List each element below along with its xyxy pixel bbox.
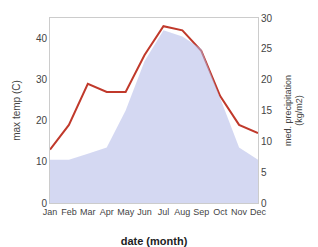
svg-text:30: 30 bbox=[36, 74, 48, 85]
svg-text:May: May bbox=[117, 207, 135, 217]
svg-text:40: 40 bbox=[36, 33, 48, 44]
svg-text:Nov: Nov bbox=[231, 207, 248, 217]
svg-text:Aug: Aug bbox=[174, 207, 190, 217]
svg-text:25: 25 bbox=[261, 43, 273, 54]
svg-text:Jun: Jun bbox=[137, 207, 152, 217]
svg-text:Jan: Jan bbox=[43, 207, 58, 217]
svg-text:20: 20 bbox=[36, 115, 48, 126]
svg-text:15: 15 bbox=[261, 105, 273, 116]
svg-text:0: 0 bbox=[261, 198, 267, 209]
svg-text:date (month): date (month) bbox=[121, 235, 188, 247]
svg-text:5: 5 bbox=[261, 167, 267, 178]
svg-text:Dec: Dec bbox=[250, 207, 267, 217]
svg-text:20: 20 bbox=[261, 74, 273, 85]
svg-text:Feb: Feb bbox=[61, 207, 77, 217]
svg-text:Mar: Mar bbox=[80, 207, 96, 217]
svg-text:0: 0 bbox=[41, 198, 47, 209]
svg-text:max temp (C): max temp (C) bbox=[11, 80, 22, 141]
svg-text:med. precipitation(kg/m2): med. precipitation(kg/m2) bbox=[283, 75, 305, 146]
svg-text:30: 30 bbox=[261, 13, 273, 24]
svg-text:Oct: Oct bbox=[213, 207, 228, 217]
svg-text:10: 10 bbox=[36, 156, 48, 167]
svg-text:Jul: Jul bbox=[158, 207, 170, 217]
svg-text:Sep: Sep bbox=[193, 207, 209, 217]
svg-text:10: 10 bbox=[261, 136, 273, 147]
svg-text:Apr: Apr bbox=[100, 207, 114, 217]
